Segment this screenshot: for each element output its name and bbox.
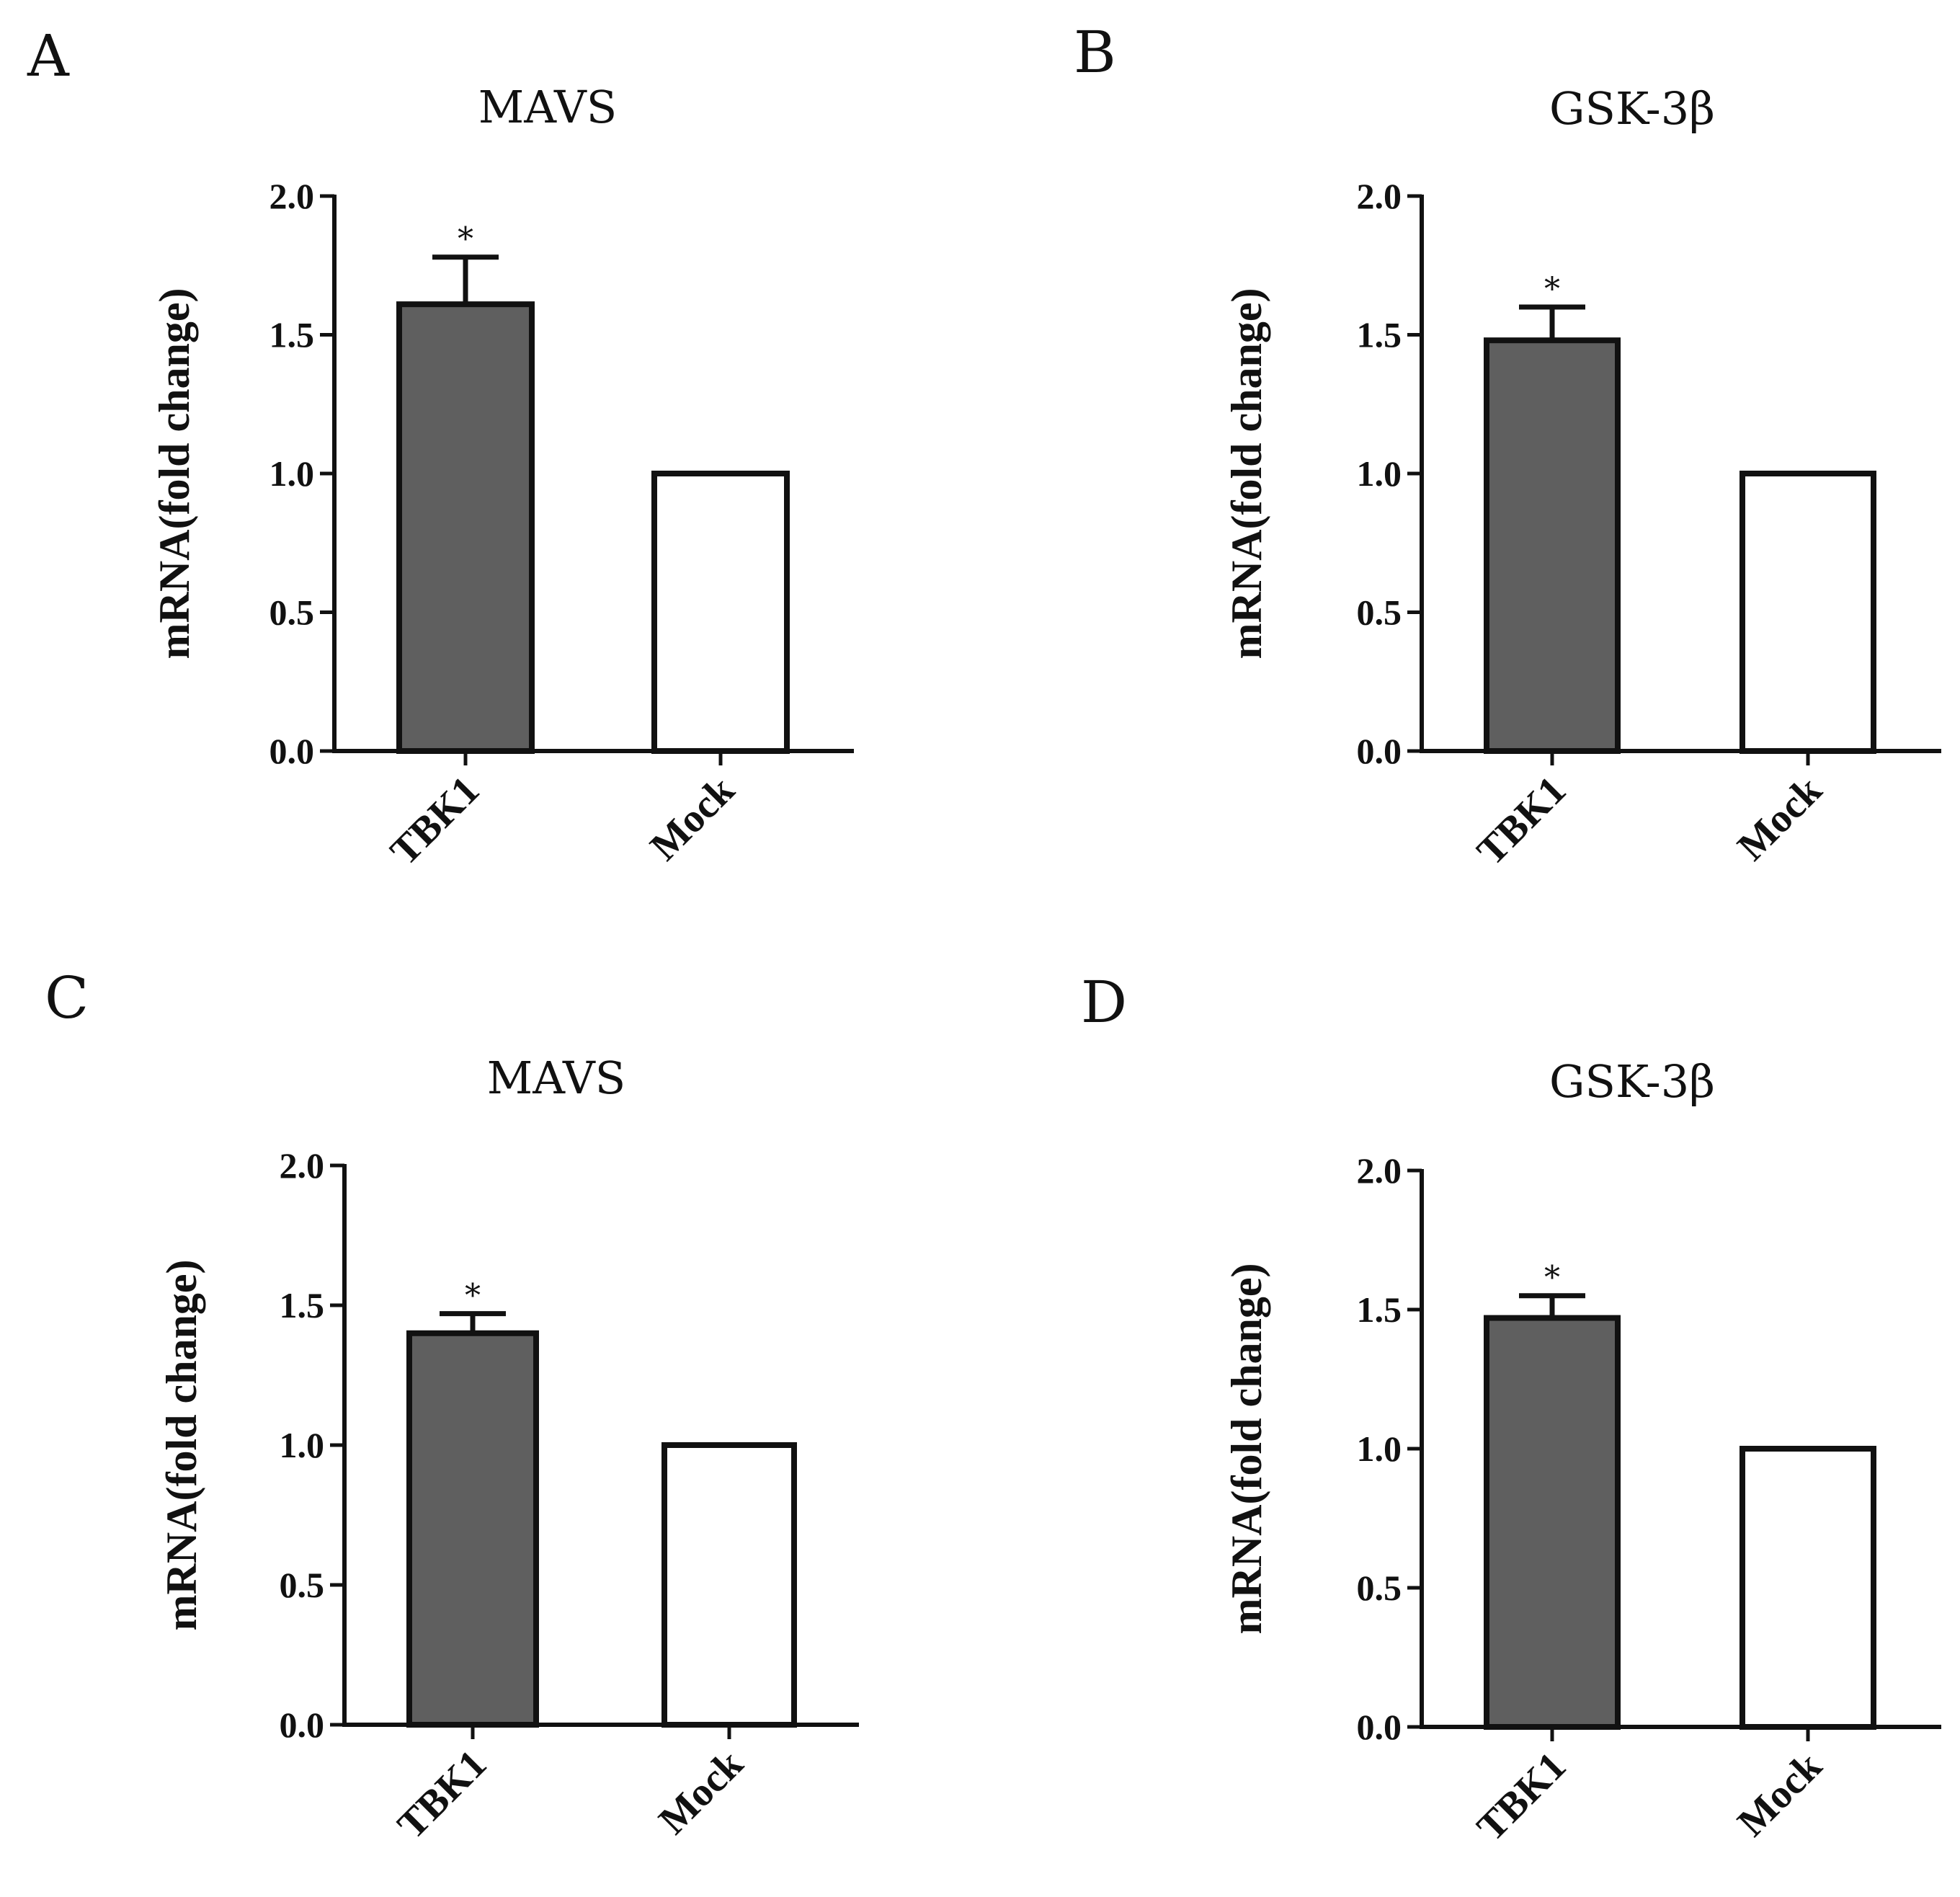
bar-tbk1 (1484, 1315, 1621, 1730)
panel-letter: D (1081, 969, 1127, 1036)
bar-tbk1 (406, 1330, 539, 1728)
y-tick-label: 0.0 (1357, 731, 1402, 771)
y-tick-label: 1.5 (270, 315, 315, 355)
y-tick-label: 0.5 (1357, 1568, 1402, 1608)
bar-mock (1740, 471, 1876, 754)
y-tick-label: 2.0 (1357, 1150, 1402, 1191)
y-axis-label: mRNA(fold change) (1223, 1263, 1270, 1635)
y-tick-label: 1.5 (1357, 1289, 1402, 1330)
bar-tbk1 (1484, 337, 1621, 754)
chart-title: GSK-3β (1549, 1055, 1715, 1108)
x-tick-label-mock: Mock (642, 768, 744, 869)
y-axis-label: mRNA(fold change) (151, 288, 198, 659)
chart-title: MAVS (478, 81, 617, 133)
bar-tbk1 (396, 301, 535, 754)
bar-mock (651, 471, 790, 754)
chart-panel-b: B GSK-3β 0.0 0.5 1.0 1.5 2.0 mRNA(fold change) *… (1074, 19, 1941, 874)
y-tick-label: 1.0 (1357, 453, 1402, 494)
significance-marker: * (465, 1278, 481, 1315)
y-tick-label: 1.5 (280, 1285, 325, 1325)
y-axis-label: mRNA(fold change) (1223, 288, 1270, 659)
y-axis-label: mRNA(fold change) (158, 1260, 205, 1631)
y-tick-label: 1.5 (1357, 315, 1402, 355)
chart-title: GSK-3β (1549, 82, 1715, 135)
y-tick-label: 0.0 (270, 731, 315, 771)
y-tick-label: 0.0 (280, 1705, 325, 1745)
panel-letter: C (45, 964, 89, 1031)
bar-mock (662, 1442, 797, 1728)
significance-marker: * (1544, 1260, 1560, 1297)
x-tick-label-mock: Mock (651, 1741, 752, 1843)
significance-marker: * (1544, 271, 1560, 308)
chart-panel-a: A MAVS 0.0 0.5 1.0 1.5 2.0 mRNA(fold change) * TB… (27, 22, 854, 874)
x-tick-label-tbk1: TBK1 (1469, 768, 1574, 874)
x-tick-label-mock: Mock (1729, 768, 1831, 869)
y-tick-label: 1.0 (270, 453, 315, 494)
y-tick-label: 2.0 (1357, 176, 1402, 216)
chart-panel-c: C MAVS 0.0 0.5 1.0 1.5 2.0 mRNA(fold change) * TB… (45, 964, 859, 1848)
x-tick-label-mock: Mock (1729, 1743, 1831, 1845)
y-tick-label: 0.5 (270, 592, 315, 633)
y-tick-label: 1.0 (1357, 1429, 1402, 1469)
y-tick-label: 1.0 (280, 1425, 325, 1465)
chart-title: MAVS (487, 1052, 625, 1104)
chart-panel-d: D GSK-3β 0.0 0.5 1.0 1.5 2.0 mRNA(fold change) *… (1081, 969, 1941, 1850)
significance-marker: * (458, 221, 473, 258)
y-tick-label: 2.0 (280, 1145, 325, 1186)
x-tick-label-tbk1: TBK1 (382, 768, 488, 874)
x-tick-label-tbk1: TBK1 (1469, 1743, 1574, 1849)
y-tick-label: 2.0 (270, 176, 315, 216)
y-tick-label: 0.0 (1357, 1707, 1402, 1747)
x-tick-label-tbk1: TBK1 (389, 1741, 495, 1847)
y-tick-label: 0.5 (280, 1565, 325, 1605)
panel-letter: B (1074, 19, 1116, 86)
panel-letter: A (27, 22, 70, 89)
bar-mock (1740, 1446, 1876, 1730)
y-tick-label: 0.5 (1357, 592, 1402, 633)
